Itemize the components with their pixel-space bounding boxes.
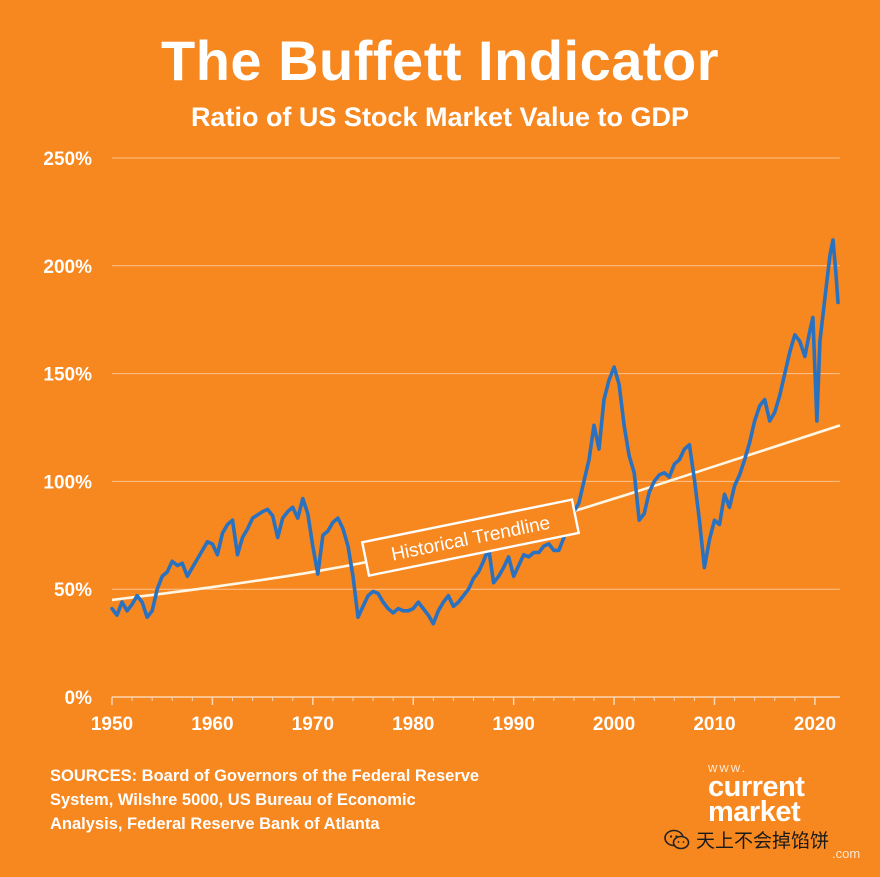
y-tick-label: 250%: [43, 149, 92, 170]
y-tick-label: 150%: [43, 365, 92, 386]
x-tick-label: 2020: [794, 714, 836, 735]
x-tick-label: 1990: [493, 714, 535, 735]
watermark: 天上不会掉馅饼: [664, 826, 829, 853]
y-tick-label: 50%: [54, 580, 92, 601]
y-axis-labels: 0% 50% 100% 150% 200% 250%: [43, 149, 92, 709]
x-tick-label: 1950: [91, 714, 133, 735]
watermark-text: 天上不会掉馅饼: [696, 830, 830, 852]
brand-line-current: current: [708, 771, 805, 803]
sources-note: SOURCES: Board of Governors of the Feder…: [50, 764, 570, 836]
y-tick-label: 100%: [43, 472, 92, 493]
brand-tld: .com: [832, 846, 861, 861]
sources-line-3: Analysis, Federal Reserve Bank of Atlant…: [50, 815, 380, 833]
brand-line-market: market: [708, 796, 801, 828]
x-tick-label: 1980: [392, 714, 434, 735]
sources-line-1: SOURCES: Board of Governors of the Feder…: [50, 767, 480, 785]
y-tick-label: 200%: [43, 257, 92, 278]
x-tick-label: 1970: [292, 714, 334, 735]
sources-line-2: System, Wilshre 5000, US Bureau of Econo…: [50, 791, 416, 809]
gridlines: [112, 157, 840, 590]
chart-subtitle: Ratio of US Stock Market Value to GDP: [190, 102, 690, 132]
wechat-icon: [664, 829, 690, 849]
trendline-label-box: Historical Trendline: [360, 498, 581, 578]
brand-logo: www. current market: [708, 760, 868, 828]
x-tick-label: 1960: [191, 714, 233, 735]
x-tick-label: 2000: [593, 714, 635, 735]
y-tick-label: 0%: [65, 688, 93, 709]
x-axis-ticks: [111, 697, 816, 705]
x-tick-label: 2010: [693, 714, 735, 735]
chart-title: The Buffett Indicator: [160, 29, 720, 92]
trendline-label-frame: [360, 498, 581, 578]
series-line: [110, 238, 840, 626]
x-axis-labels: 1950 1960 1970 1980 1990 2000 2010 2020: [91, 714, 836, 735]
brand-www: www.: [708, 760, 748, 775]
